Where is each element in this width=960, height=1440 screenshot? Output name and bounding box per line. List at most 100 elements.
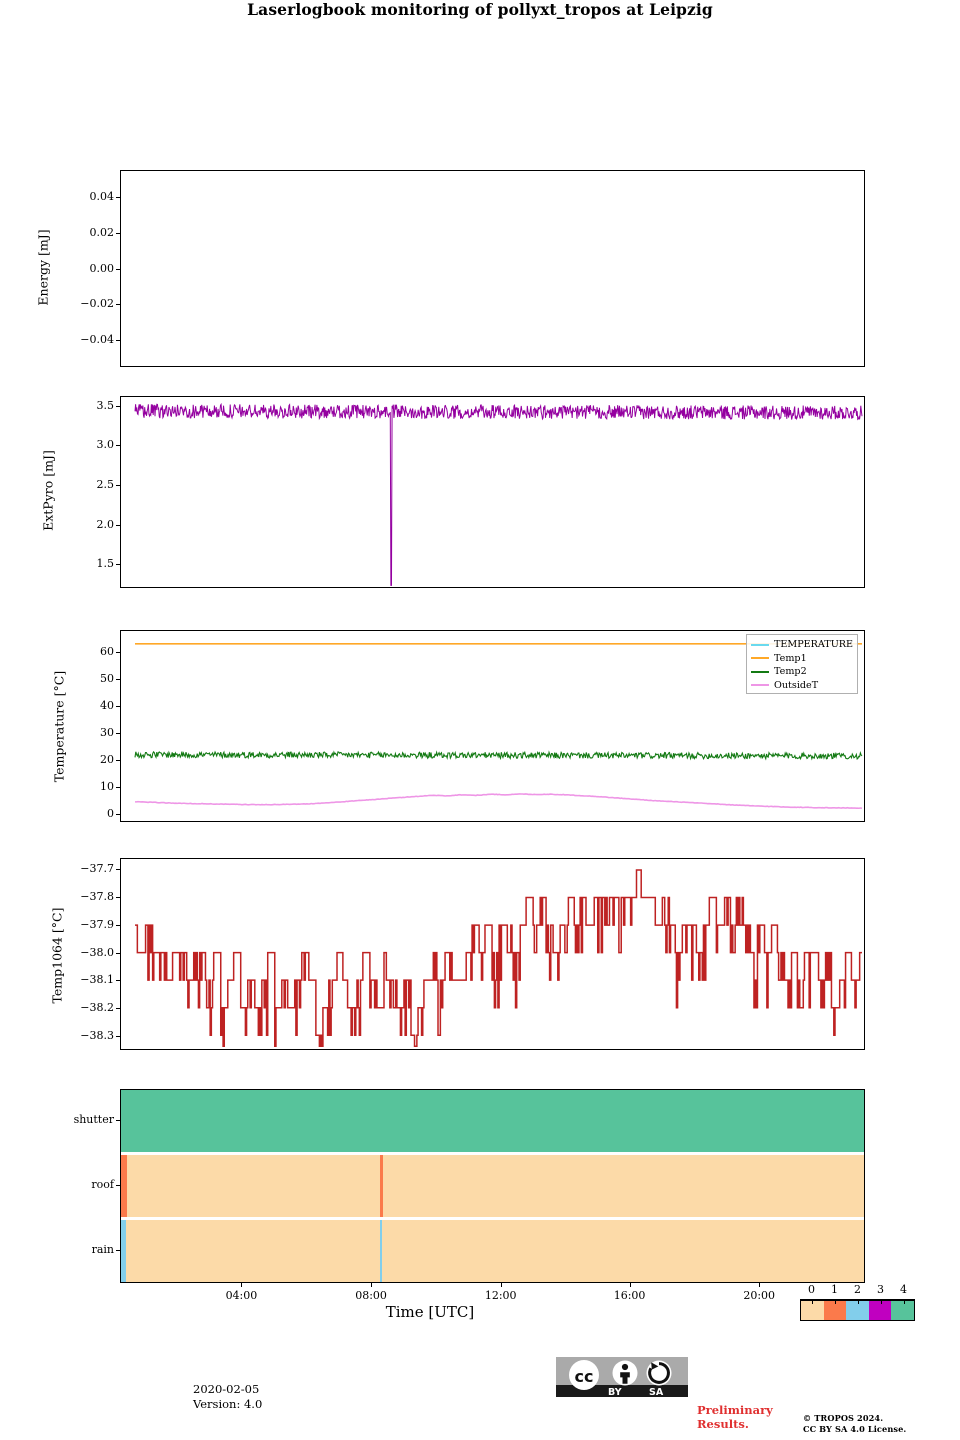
status-row-label: shutter — [73, 1113, 114, 1126]
y-tick-mark — [116, 813, 120, 815]
legend-item-temperature[interactable]: TEMPERATURE — [751, 638, 853, 652]
svg-text:cc: cc — [575, 1367, 594, 1386]
y-tick-label: 3.5 — [96, 398, 115, 412]
status-segment — [382, 1220, 864, 1282]
x-tick-mark — [371, 1283, 373, 1287]
footer-date-block: 2020-02-05 Version: 4.0 — [193, 1382, 262, 1412]
y-tick-mark — [116, 405, 120, 407]
y-tick-label: −38.2 — [80, 1001, 114, 1015]
status-row-roof — [121, 1155, 864, 1217]
x-tick-mark — [500, 1283, 502, 1287]
y-tick-mark — [116, 952, 120, 954]
colorbar-label: 1 — [831, 1283, 838, 1296]
y-tick-mark — [116, 705, 120, 707]
copyright-line-2: CC BY SA 4.0 License. — [803, 1423, 907, 1434]
status-segment — [126, 1155, 380, 1217]
footer-date: 2020-02-05 — [193, 1382, 260, 1396]
y-tick-mark — [116, 786, 120, 788]
y-tick-mark — [116, 564, 120, 566]
y-tick-mark — [116, 869, 120, 871]
y-tick-mark — [116, 1036, 120, 1038]
temperature-traces — [134, 643, 863, 810]
x-tick-mark — [629, 1283, 631, 1287]
status-row-shutter — [121, 1090, 864, 1152]
legend-swatch — [751, 657, 769, 660]
status-segment — [380, 1220, 383, 1282]
extpyro-trace — [134, 402, 863, 586]
y-tick-label: 20 — [100, 752, 114, 766]
status-segment — [121, 1155, 127, 1217]
chart-panel-extpyro — [120, 396, 865, 588]
axis-label-extpyro: ExtPyro [mJ] — [40, 450, 56, 531]
y-tick-label: 0.02 — [89, 225, 115, 239]
legend-label: Temp1 — [774, 652, 807, 664]
legend-label: OutsideT — [774, 679, 819, 691]
y-tick-mark — [116, 896, 120, 898]
axis-label-time-text: Time [UTC] — [385, 1303, 475, 1321]
y-tick-mark — [116, 232, 120, 234]
y-tick-mark — [116, 732, 120, 734]
chart-panel-temperature — [120, 630, 865, 822]
y-tick-label: −38.1 — [80, 973, 114, 987]
y-tick-label: −37.7 — [80, 862, 114, 876]
y-tick-mark — [116, 651, 120, 653]
y-tick-mark — [116, 924, 120, 926]
y-tick-mark — [116, 304, 120, 306]
preliminary-line-1: Preliminary — [697, 1403, 773, 1417]
legend-item-outsidet[interactable]: OutsideT — [751, 679, 853, 693]
y-tick-mark — [116, 678, 120, 680]
status-segment — [121, 1090, 864, 1152]
colorbar-tick — [903, 1300, 905, 1304]
colorbar-axis-line — [800, 1299, 915, 1300]
y-tick-label: −0.02 — [80, 297, 114, 311]
y-tick-label: −38.3 — [80, 1029, 114, 1043]
y-tick-label: 10 — [100, 779, 114, 793]
status-segment — [126, 1220, 381, 1282]
y-tick-mark — [116, 524, 120, 526]
status-row-rain — [121, 1220, 864, 1282]
legend-item-temp1[interactable]: Temp1 — [751, 652, 853, 666]
copyright-line-1: © TROPOS 2024. — [803, 1413, 884, 1423]
axis-label-temperature: Temperature [°C] — [51, 670, 67, 783]
y-tick-label: 0 — [107, 806, 114, 820]
legend-label: TEMPERATURE — [774, 639, 854, 651]
colorbar-cell-2 — [846, 1301, 869, 1320]
y-tick-label: 1.5 — [96, 557, 115, 571]
colorbar-label: 4 — [900, 1283, 907, 1296]
colorbar-label: 0 — [808, 1283, 815, 1296]
temp1064-trace — [135, 869, 862, 1047]
y-tick-label: −38.0 — [80, 945, 114, 959]
footer-version: Version: 4.0 — [193, 1397, 263, 1411]
preliminary-results-note: Preliminary Results. — [697, 1403, 773, 1431]
colorbar-cell-4 — [891, 1301, 914, 1320]
y-tick-label: 40 — [100, 698, 114, 712]
cc-sa-text: SA — [649, 1387, 664, 1398]
cc-circle-icon: cc — [569, 1360, 599, 1390]
colorbar-tick — [811, 1300, 813, 1304]
axis-label-time: Time [UTC] — [0, 1303, 960, 1321]
x-tick-label: 12:00 — [484, 1289, 517, 1302]
y-tick-mark — [116, 759, 120, 761]
y-tick-label: 30 — [100, 725, 114, 739]
preliminary-line-2: Results. — [697, 1416, 749, 1431]
y-tick-mark — [116, 484, 120, 486]
status-row-tick — [116, 1185, 120, 1186]
y-tick-mark — [116, 196, 120, 198]
legend-item-temp2[interactable]: Temp2 — [751, 665, 853, 679]
status-segment — [382, 1155, 864, 1217]
data-trace — [135, 793, 863, 810]
y-tick-mark — [116, 1008, 120, 1010]
status-segment — [379, 1155, 383, 1217]
x-tick-mark — [759, 1283, 761, 1287]
status-segment — [121, 1220, 127, 1282]
y-tick-label: 0.00 — [89, 261, 115, 275]
colorbar-tick — [857, 1300, 859, 1304]
legend-swatch — [751, 684, 769, 687]
y-tick-label: −37.9 — [80, 917, 114, 931]
status-row-tick — [116, 1120, 120, 1121]
colorbar-label: 3 — [877, 1283, 884, 1296]
x-tick-mark — [241, 1283, 243, 1287]
y-tick-mark — [116, 340, 120, 342]
status-row-label: roof — [91, 1178, 114, 1191]
colorbar-label: 2 — [854, 1283, 861, 1296]
